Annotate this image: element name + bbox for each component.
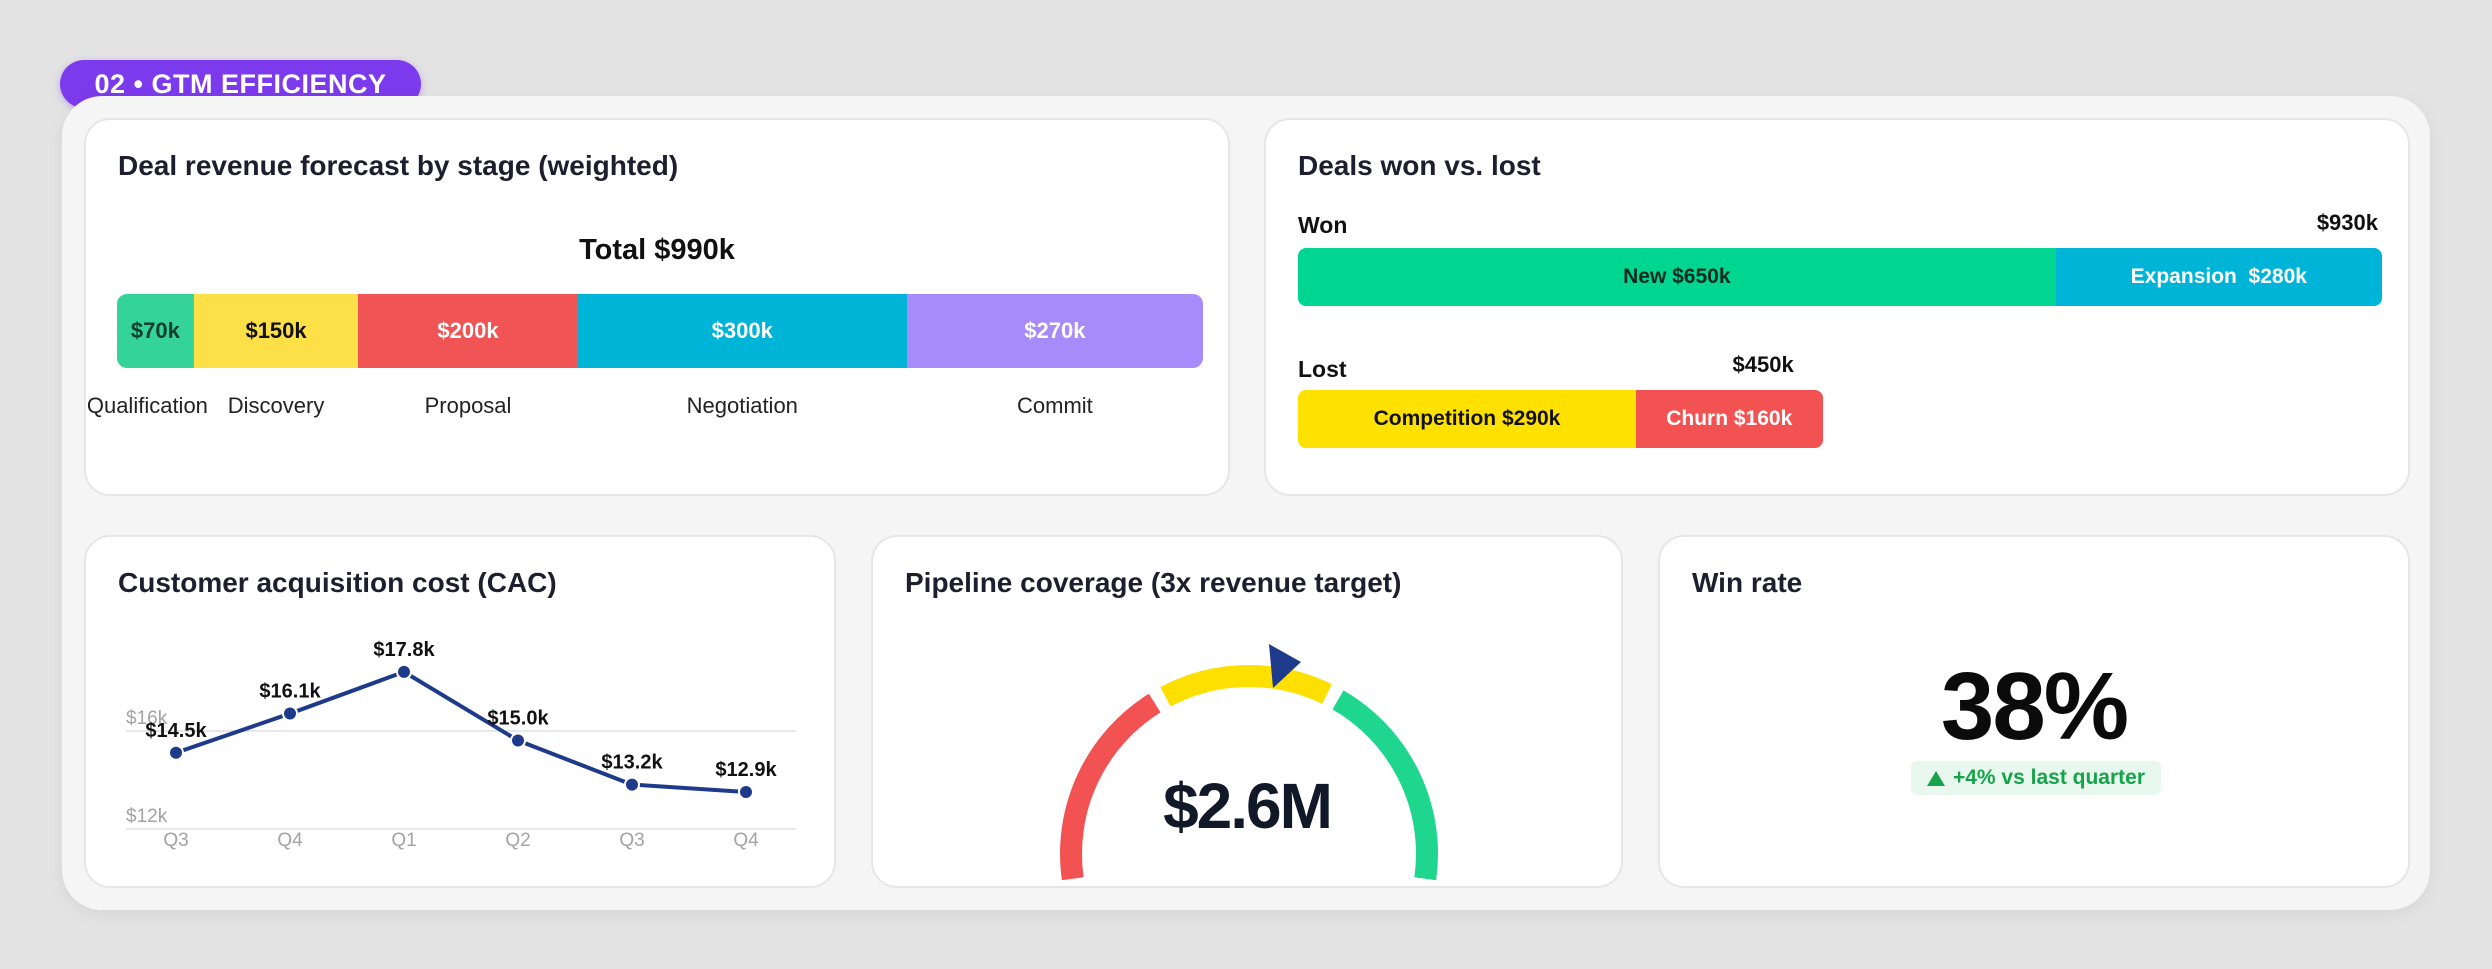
winloss-segment-churn: Churn $160k bbox=[1636, 390, 1823, 448]
cac-data-label: $14.5k bbox=[145, 720, 207, 742]
forecast-stage-label: Discovery bbox=[227, 393, 325, 418]
cac-y-tick-label: $12k bbox=[126, 806, 168, 827]
pipeline-gauge bbox=[1060, 644, 1438, 881]
cac-x-tick-label: Q3 bbox=[619, 830, 644, 851]
forecast-stage-label: Proposal bbox=[424, 393, 512, 418]
cac-point bbox=[282, 705, 298, 722]
winrate-value: 38% bbox=[1940, 653, 2129, 760]
won-total: $930k bbox=[2316, 210, 2378, 235]
forecast-title: Deal revenue forecast by stage (weighted… bbox=[118, 150, 679, 181]
gauge-band-red bbox=[1060, 693, 1161, 881]
winrate-card: Win rate 38% +4% vs last quarter bbox=[1658, 535, 2410, 888]
cac-y-tick-label: $16k bbox=[126, 708, 168, 729]
winloss-segment-label: Churn $160k bbox=[1666, 407, 1793, 430]
forecast-stage-label: Negotiation bbox=[686, 393, 798, 418]
pipeline-card: Pipeline coverage (3x revenue target) $2… bbox=[871, 535, 1623, 888]
cac-series-line bbox=[175, 669, 747, 794]
winloss-segment-new: New $650k bbox=[1298, 248, 2056, 306]
forecast-total: Total $990k bbox=[579, 234, 735, 266]
forecast-stage-label: Qualification bbox=[86, 393, 208, 418]
winloss-segment-competition: Competition $290k bbox=[1298, 390, 1637, 448]
forecast-segment-negotiation: $300k bbox=[577, 294, 907, 368]
forecast-segment-proposal: $200k bbox=[358, 294, 578, 368]
winloss-segment-label: Expansion $280k bbox=[2130, 265, 2307, 288]
lost-bar: Competition $290k Churn $160k bbox=[1298, 390, 1823, 448]
cac-line-chart: $12k $16k$14.5k Q3 $16.1k Q4 $17.8k Q1 $15.0k Q2… bbox=[126, 639, 796, 851]
winloss-segment-label: Competition $290k bbox=[1373, 407, 1561, 430]
cac-point bbox=[738, 783, 754, 800]
forecast-stacked-bar: $70k $150k $200k $300k $270k bbox=[117, 294, 1203, 368]
cac-x-tick-label: Q4 bbox=[733, 830, 759, 851]
pipeline-title: Pipeline coverage (3x revenue target) bbox=[905, 567, 1402, 598]
winrate-delta-badge: +4% vs last quarter bbox=[1911, 761, 2161, 795]
winloss-title: Deals won vs. lost bbox=[1298, 150, 1541, 181]
gauge-pointer bbox=[1269, 644, 1301, 688]
cac-x-tick-label: Q4 bbox=[277, 830, 303, 851]
winloss-segment-expansion: Expansion $280k bbox=[2055, 248, 2382, 306]
gauge-band-green bbox=[1332, 690, 1438, 881]
cac-x-tick-label: Q1 bbox=[391, 830, 416, 851]
winrate-delta-text: +4% vs last quarter bbox=[1952, 766, 2145, 789]
winloss-card: Deals won vs. lost Won $930k New $650k Ex… bbox=[1264, 118, 2410, 496]
winrate-title: Win rate bbox=[1692, 567, 1803, 598]
cac-title: Customer acquisition cost (CAC) bbox=[118, 567, 557, 598]
cac-data-label: $17.8k bbox=[373, 639, 435, 661]
forecast-segment-commit: $270k bbox=[906, 294, 1203, 368]
forecast-value-label: $300k bbox=[711, 318, 773, 343]
cac-point bbox=[510, 732, 526, 749]
won-label: Won bbox=[1298, 212, 1348, 238]
cac-data-label: $16.1k bbox=[259, 681, 321, 703]
won-bar: New $650k Expansion $280k bbox=[1298, 248, 2382, 306]
forecast-value-label: $270k bbox=[1024, 318, 1086, 343]
lost-label: Lost bbox=[1298, 356, 1347, 382]
pipeline-value: $2.6M bbox=[1163, 770, 1333, 842]
forecast-value-label: $200k bbox=[437, 318, 499, 343]
cac-point bbox=[396, 663, 412, 680]
winloss-segment-label: New $650k bbox=[1623, 265, 1731, 288]
cac-x-tick-label: Q3 bbox=[163, 830, 188, 851]
cac-data-label: $12.9k bbox=[715, 759, 777, 781]
lost-total: $450k bbox=[1732, 352, 1794, 377]
forecast-segment-discovery: $150k bbox=[193, 294, 359, 368]
cac-point bbox=[168, 744, 184, 761]
forecast-stage-label: Commit bbox=[1017, 393, 1093, 418]
forecast-segment-qualification: $70k bbox=[117, 294, 194, 368]
forecast-value-label: $70k bbox=[130, 318, 180, 343]
gauge-band-yellow bbox=[1160, 665, 1332, 707]
cac-card: Customer acquisition cost (CAC) $12k $16k… bbox=[84, 535, 836, 888]
forecast-card: Deal revenue forecast by stage (weighted… bbox=[84, 118, 1230, 496]
forecast-value-label: $150k bbox=[245, 318, 307, 343]
cac-point bbox=[624, 776, 640, 793]
cac-x-tick-label: Q2 bbox=[505, 830, 530, 851]
cac-data-label: $13.2k bbox=[601, 752, 663, 774]
cac-data-label: $15.0k bbox=[487, 708, 549, 730]
arrow-up-icon bbox=[1926, 770, 1945, 786]
